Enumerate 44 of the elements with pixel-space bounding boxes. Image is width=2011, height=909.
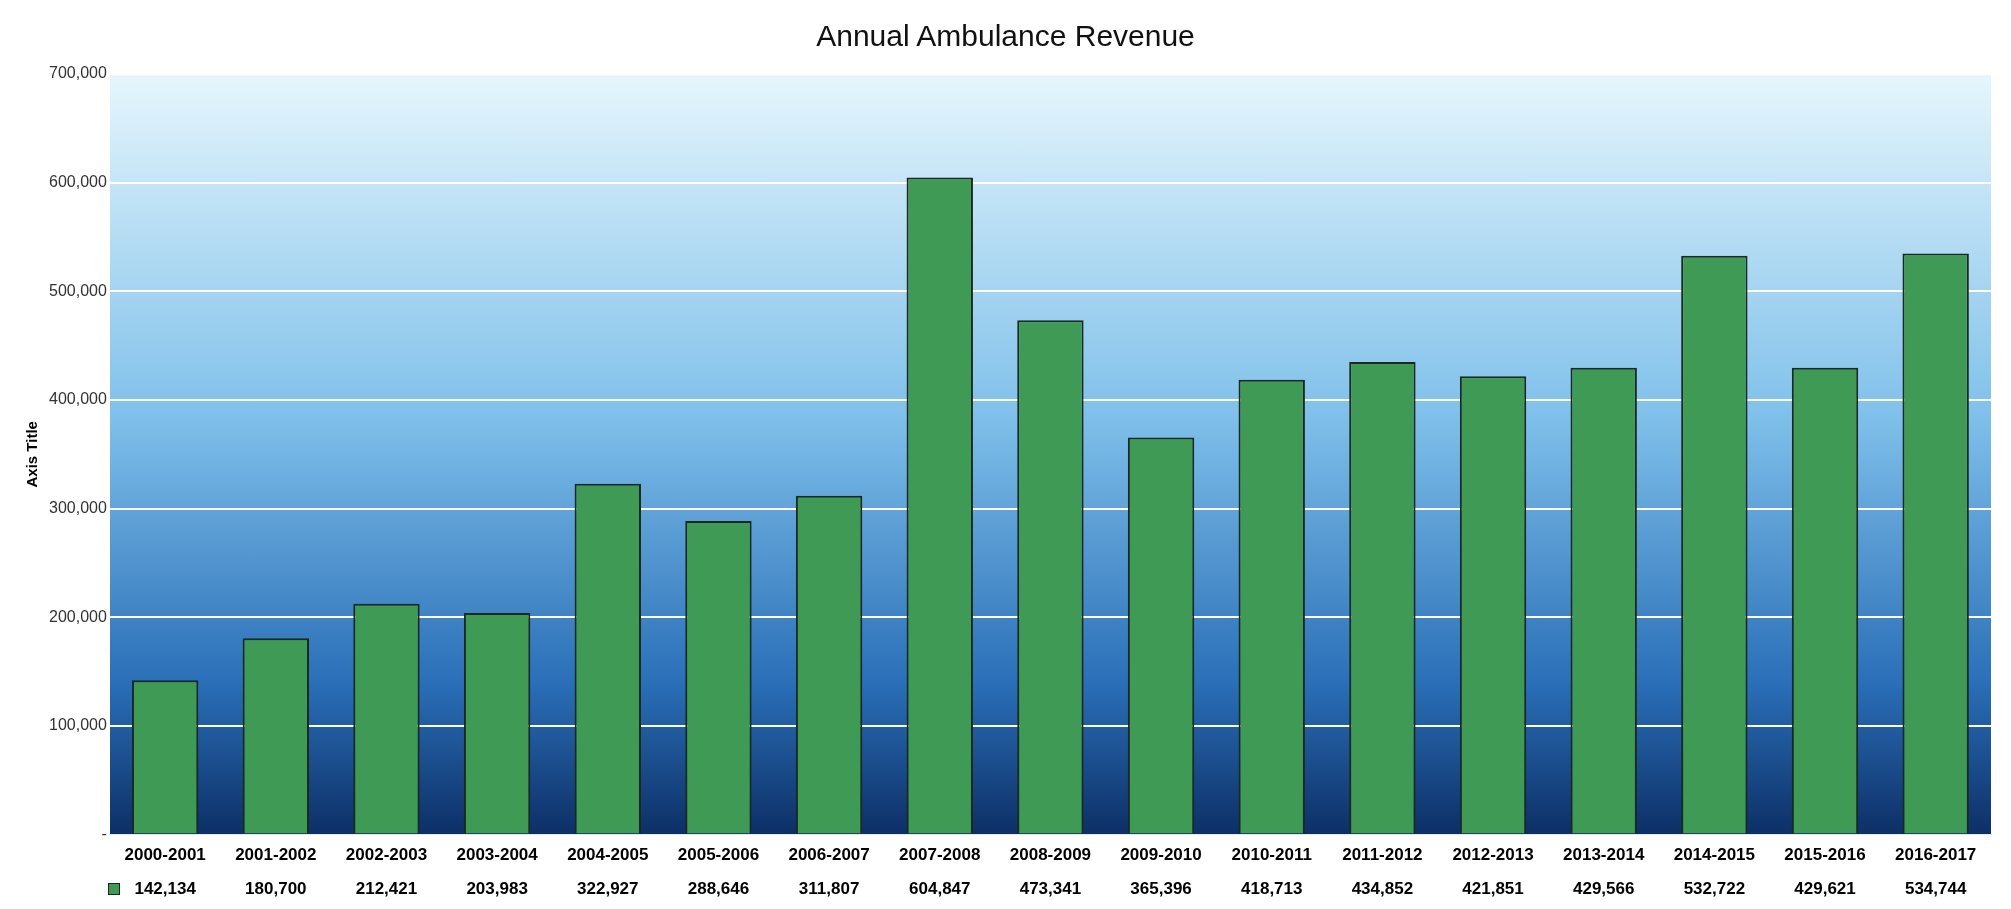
x-tick-label: 2012-2013 bbox=[1452, 845, 1534, 865]
data-label: 418,713 bbox=[1241, 878, 1303, 898]
data-label: 180,700 bbox=[245, 878, 307, 898]
x-tick-label: 2010-2011 bbox=[1231, 845, 1312, 865]
x-tick-label: 2016-2017 bbox=[1895, 845, 1977, 865]
x-tick-label: 2013-2014 bbox=[1563, 845, 1645, 865]
x-tick-label: 2008-2009 bbox=[1009, 845, 1092, 865]
data-label: 322,927 bbox=[577, 878, 639, 898]
x-tick-label: 2000-2001 bbox=[124, 845, 206, 865]
data-label: 473,341 bbox=[1019, 878, 1082, 898]
y-tick-label: 700,000 bbox=[48, 64, 107, 82]
data-label: 212,421 bbox=[355, 878, 418, 898]
x-tick-label: 2001-2002 bbox=[235, 845, 317, 865]
x-tick-label: 2011-2012 bbox=[1342, 845, 1423, 865]
x-tick-label: 2003-2004 bbox=[456, 845, 539, 865]
y-tick-label: 400,000 bbox=[48, 390, 107, 408]
data-label: 421,851 bbox=[1462, 878, 1524, 898]
x-tick-label: 2015-2016 bbox=[1784, 845, 1866, 865]
data-label: 429,566 bbox=[1572, 878, 1635, 898]
y-tick-label: 200,000 bbox=[48, 607, 107, 625]
x-tick-label: 2005-2006 bbox=[677, 845, 760, 865]
data-label: 429,621 bbox=[1794, 878, 1856, 898]
data-label: 534,744 bbox=[1904, 878, 1967, 898]
y-tick-label: - bbox=[101, 825, 107, 843]
data-label: 142,134 bbox=[134, 878, 197, 898]
y-tick-label: 300,000 bbox=[48, 499, 107, 517]
data-label: 288,646 bbox=[687, 878, 750, 898]
x-tick-label: 2014-2015 bbox=[1673, 845, 1756, 865]
data-label: 532,722 bbox=[1683, 878, 1746, 898]
x-tick-label: 2006-2007 bbox=[788, 845, 870, 865]
y-tick-label: 500,000 bbox=[48, 281, 107, 299]
y-tick-label: 600,000 bbox=[48, 173, 107, 191]
data-label: 604,847 bbox=[909, 878, 971, 898]
data-label: 203,983 bbox=[466, 878, 528, 898]
chart-title: Annual Ambulance Revenue bbox=[816, 19, 1195, 53]
x-tick-label: 2009-2010 bbox=[1120, 845, 1202, 865]
x-tick-label: 2007-2008 bbox=[899, 845, 981, 865]
y-axis-title: Axis Title bbox=[23, 421, 41, 488]
data-label: 365,396 bbox=[1130, 878, 1192, 898]
x-tick-label: 2002-2003 bbox=[345, 845, 428, 865]
x-tick-label: 2004-2005 bbox=[567, 845, 649, 865]
data-label: 311,807 bbox=[798, 878, 860, 898]
y-tick-label: 100,000 bbox=[48, 716, 107, 734]
data-label: 434,852 bbox=[1351, 878, 1414, 898]
